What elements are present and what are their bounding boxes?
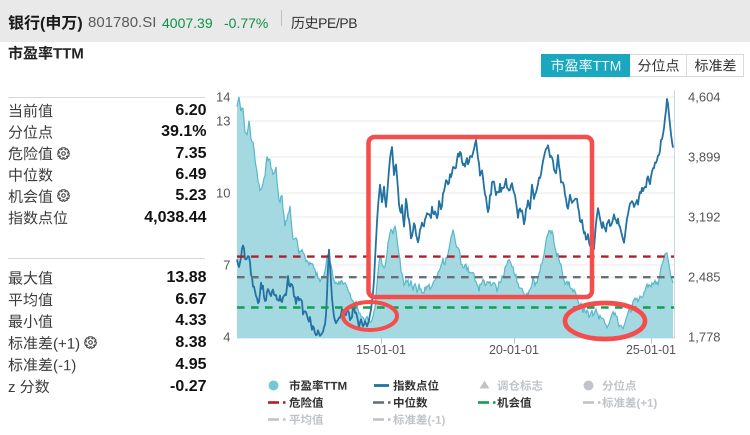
svg-text:2,485: 2,485 xyxy=(688,270,721,285)
svg-text:13: 13 xyxy=(216,114,230,129)
svg-text:4,604: 4,604 xyxy=(688,90,721,105)
svg-text:3,192: 3,192 xyxy=(688,210,721,225)
svg-text:10: 10 xyxy=(216,186,230,201)
svg-text:15-01-01: 15-01-01 xyxy=(356,343,406,357)
svg-text:20-01-01: 20-01-01 xyxy=(489,343,539,357)
svg-text:1,778: 1,778 xyxy=(688,330,721,345)
svg-text:14: 14 xyxy=(216,90,230,105)
svg-text:3,899: 3,899 xyxy=(688,150,721,165)
svg-text:25-01-01: 25-01-01 xyxy=(626,343,676,357)
svg-text:4: 4 xyxy=(223,330,230,345)
svg-text:7: 7 xyxy=(223,258,230,273)
